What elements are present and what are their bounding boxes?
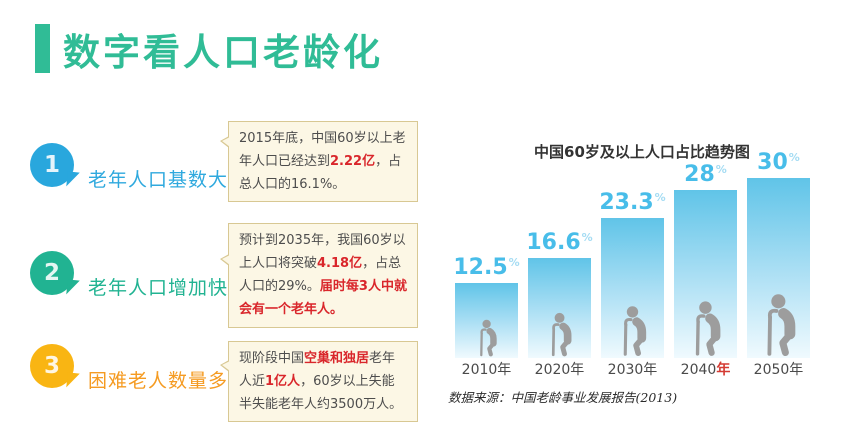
note-text-emphasis: 空巢和独居 <box>304 351 370 366</box>
note-text-emphasis: 届时每3人中就会有一个老年人。 <box>239 279 407 318</box>
bar <box>747 178 810 358</box>
bar-value-label: 16.6% <box>526 230 593 255</box>
year-label: 2050年 <box>753 362 804 378</box>
bar-chart: 12.5% 2010年 16.6% 2020年 23.3% <box>453 152 810 378</box>
year-label: 2010年 <box>461 362 512 378</box>
title-accent-bar <box>35 24 50 73</box>
note-text: ，占总人口的16.1%。 <box>239 154 402 193</box>
note-text: 2015年底，中国60岁以上老年人口已经达到 <box>239 131 406 170</box>
bar <box>674 190 737 358</box>
note-text-emphasis: 1亿人 <box>265 374 301 390</box>
percent-sign: % <box>715 163 727 176</box>
item-1-note-box: 2015年底，中国60岁以上老年人口已经达到2.22亿，占总人口的16.1%。 <box>220 121 418 203</box>
item-3-number-bubble: 3 <box>30 344 74 388</box>
item-1-number-bubble: 1 <box>30 143 74 187</box>
elderly-person-icon <box>695 301 720 356</box>
bar <box>455 283 518 358</box>
note-text-emphasis: 2.22亿 <box>330 154 376 170</box>
note-text: ，60岁以上失能半失能老年人约3500万人。 <box>239 374 403 413</box>
year-label: 2020年 <box>534 362 585 378</box>
note-text: ，占总人口的29%。 <box>239 256 402 295</box>
item-2-note-box: 预计到2035年，我国60岁以上人口将突破4.18亿，占总人口的29%。届时每3… <box>220 223 418 328</box>
item-3-number: 3 <box>43 353 60 379</box>
chart-title: 中国60岁及以上人口占比趋势图 <box>534 143 750 161</box>
percent-sign: % <box>581 231 593 244</box>
elderly-person-icon <box>623 306 646 357</box>
percent-sign: % <box>508 256 520 269</box>
population-trend-chart: 中国60岁及以上人口占比趋势图 12.5% 2010年 16.6% 2020年 23… <box>442 136 842 378</box>
item-2-label: 老年人口增加快 <box>88 277 229 299</box>
bar-group: 23.3% 2030年 <box>599 190 666 378</box>
bar-value-label: 28% <box>684 162 727 187</box>
page-title: 数字看人口老龄化 <box>63 31 383 74</box>
bar-group: 12.5% 2010年 <box>453 255 520 378</box>
note-text: 老年人近 <box>239 351 396 390</box>
note-text-emphasis: 4.18亿 <box>317 256 363 272</box>
bar <box>601 218 664 358</box>
note-text: 现阶段中国 <box>239 351 305 366</box>
bar-value-label: 23.3% <box>599 190 666 215</box>
item-2-number: 2 <box>43 260 60 286</box>
item-1-label: 老年人口基数大 <box>88 169 229 191</box>
year-label-highlight: 年 <box>716 362 731 378</box>
percent-sign: % <box>654 191 666 204</box>
item-3-note-box: 现阶段中国空巢和独居老年人近1亿人，60岁以上失能半失能老年人约3500万人。 <box>220 341 418 423</box>
item-2-number-bubble: 2 <box>30 251 74 295</box>
item-1-number: 1 <box>43 152 60 178</box>
data-source-note: 数据来源：中国老龄事业发展报告(2013) <box>448 390 678 405</box>
elderly-person-icon <box>551 312 571 357</box>
elderly-person-icon <box>766 294 795 357</box>
elderly-person-icon <box>479 319 497 357</box>
bar-group: 30% 2050年 <box>747 152 810 378</box>
bar-value-label: 30% <box>757 150 800 175</box>
bar <box>528 258 591 358</box>
item-3-label: 困难老人数量多 <box>88 370 229 392</box>
year-label: 2040年 <box>680 362 731 378</box>
bar-group: 16.6% 2020年 <box>526 230 593 378</box>
year-label: 2030年 <box>607 362 658 378</box>
bar-value-label: 12.5% <box>453 255 520 280</box>
percent-sign: % <box>788 151 800 164</box>
note-text: 预计到2035年，我国60岁以上人口将突破 <box>239 233 406 272</box>
bar-group: 28% 2040年 <box>674 164 737 378</box>
